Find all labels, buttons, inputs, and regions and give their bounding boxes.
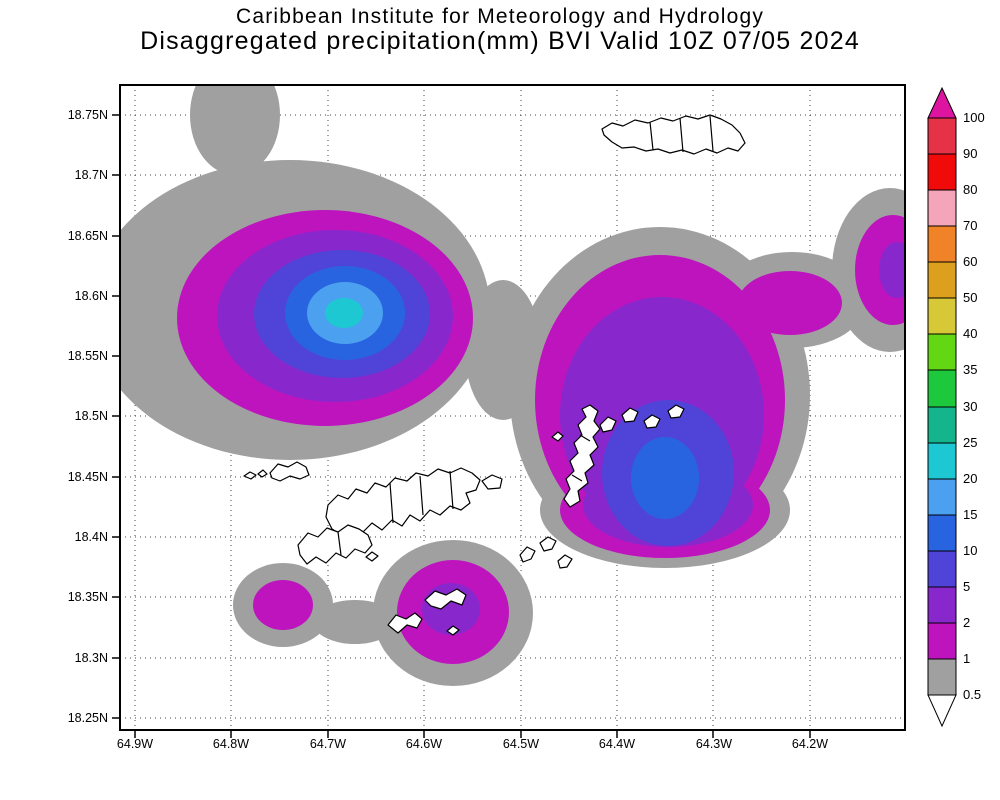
product-title: Disaggregated precipitation(mm) BVI Vali… xyxy=(140,27,860,55)
lat-tick-label: 18.25N xyxy=(67,711,108,725)
colorbar-label: 15 xyxy=(963,507,978,522)
colorbar-arrow-under-icon xyxy=(927,694,957,728)
colorbar-label: 35 xyxy=(963,362,978,377)
lon-tick-label: 64.9W xyxy=(116,737,154,751)
south-cay-outline xyxy=(365,551,460,636)
lon-tick-label: 64.8W xyxy=(212,737,250,751)
precip-shaded-contours xyxy=(120,85,905,686)
colorbar-label: 5 xyxy=(963,579,971,594)
st-john-island-outline xyxy=(297,524,373,565)
colorbar-label: 50 xyxy=(963,290,978,305)
colorbar-label: 30 xyxy=(963,399,978,414)
lat-tick-label: 18.35N xyxy=(67,590,108,604)
island-coastlines xyxy=(243,114,746,636)
colorbar-label: 20 xyxy=(963,471,978,486)
lat-tick-label: 18.4N xyxy=(74,530,108,544)
colorbar-label: 2 xyxy=(963,615,971,630)
lat-tick-label: 18.3N xyxy=(74,651,108,665)
lon-tick-label: 64.5W xyxy=(502,737,540,751)
anegada-island-outline xyxy=(601,114,746,155)
norman-island-outline xyxy=(387,612,423,634)
peter-island-outline xyxy=(424,588,467,610)
lon-tick-label: 64.4W xyxy=(598,737,636,751)
anegada-parcel-lines xyxy=(649,115,714,153)
lon-tick-label: 64.7W xyxy=(309,737,347,751)
colorbar-label: 90 xyxy=(963,146,978,161)
tortola-parcel-lines xyxy=(389,470,454,524)
virgin-gorda-outline xyxy=(563,404,601,508)
west-cays-outline xyxy=(243,469,268,480)
contour-band-20mm xyxy=(325,298,363,328)
salt-cooper-ginger-outlines xyxy=(519,536,573,569)
lon-tick-label: 64.2W xyxy=(791,737,829,751)
lat-tick-label: 18.5N xyxy=(74,409,108,423)
colorbar-label: 25 xyxy=(963,435,978,450)
lat-tick-label: 18.75N xyxy=(67,108,108,122)
lon-tick-label: 64.3W xyxy=(695,737,733,751)
precipitation-contour-map xyxy=(112,84,906,738)
tortola-island-outline xyxy=(325,467,481,536)
lat-tick-label: 18.6N xyxy=(74,289,108,303)
colorbar-label: 10 xyxy=(963,543,978,558)
colorbar-label: 100 xyxy=(963,110,985,125)
colorbar-arrow-over-icon xyxy=(927,86,957,119)
virgin-gorda-parcel-lines xyxy=(571,434,591,482)
lat-tick-label: 18.55N xyxy=(67,349,108,363)
lat-tick-label: 18.65N xyxy=(67,229,108,243)
jost-van-dyke-outline xyxy=(269,461,310,482)
colorbar xyxy=(927,86,957,728)
lat-tick-label: 18.45N xyxy=(67,470,108,484)
st-john-parcel-line xyxy=(337,531,342,556)
colorbar-label: 60 xyxy=(963,254,978,269)
lat-tick-label: 18.7N xyxy=(74,168,108,182)
colorbar-label: 1 xyxy=(963,651,971,666)
institution-title: Caribbean Institute for Meteorology and … xyxy=(235,5,765,28)
colorbar-label: 70 xyxy=(963,218,978,233)
dog-islands-outlines xyxy=(551,404,685,442)
colorbar-segments xyxy=(927,117,957,696)
colorbar-label: 0.5 xyxy=(963,687,982,702)
plot-frame xyxy=(119,84,906,731)
colorbar-label: 80 xyxy=(963,182,978,197)
lon-tick-label: 64.6W xyxy=(405,737,443,751)
axis-tick-marks xyxy=(112,114,811,738)
colorbar-label: 40 xyxy=(963,326,978,341)
beef-island-outline xyxy=(481,474,503,490)
